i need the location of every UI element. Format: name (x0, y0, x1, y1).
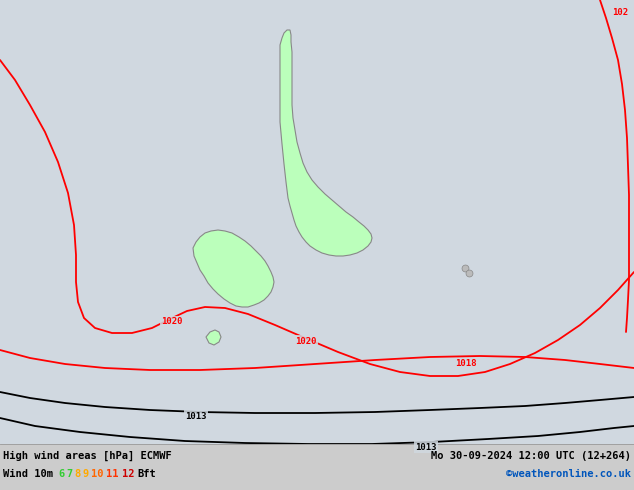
Text: 1018: 1018 (455, 360, 477, 368)
Text: 1013: 1013 (415, 442, 436, 451)
Text: 11: 11 (107, 469, 119, 479)
Text: 102: 102 (612, 8, 628, 17)
Text: 1020: 1020 (295, 337, 316, 345)
Text: Mo 30-09-2024 12:00 UTC (12+264): Mo 30-09-2024 12:00 UTC (12+264) (431, 451, 631, 461)
Text: 1020: 1020 (161, 318, 183, 326)
Text: 9: 9 (82, 469, 89, 479)
Text: High wind areas [hPa] ECMWF: High wind areas [hPa] ECMWF (3, 451, 172, 461)
Text: 6: 6 (58, 469, 64, 479)
Text: Bft: Bft (137, 469, 156, 479)
Polygon shape (193, 230, 274, 307)
Text: ©weatheronline.co.uk: ©weatheronline.co.uk (506, 469, 631, 479)
Text: 8: 8 (74, 469, 81, 479)
Text: Wind 10m: Wind 10m (3, 469, 53, 479)
Text: 1013: 1013 (185, 412, 207, 420)
Polygon shape (206, 330, 221, 345)
Text: 10: 10 (91, 469, 103, 479)
Polygon shape (280, 30, 372, 256)
Text: 12: 12 (122, 469, 134, 479)
Bar (0, 444, 634, 490)
Text: 7: 7 (66, 469, 72, 479)
